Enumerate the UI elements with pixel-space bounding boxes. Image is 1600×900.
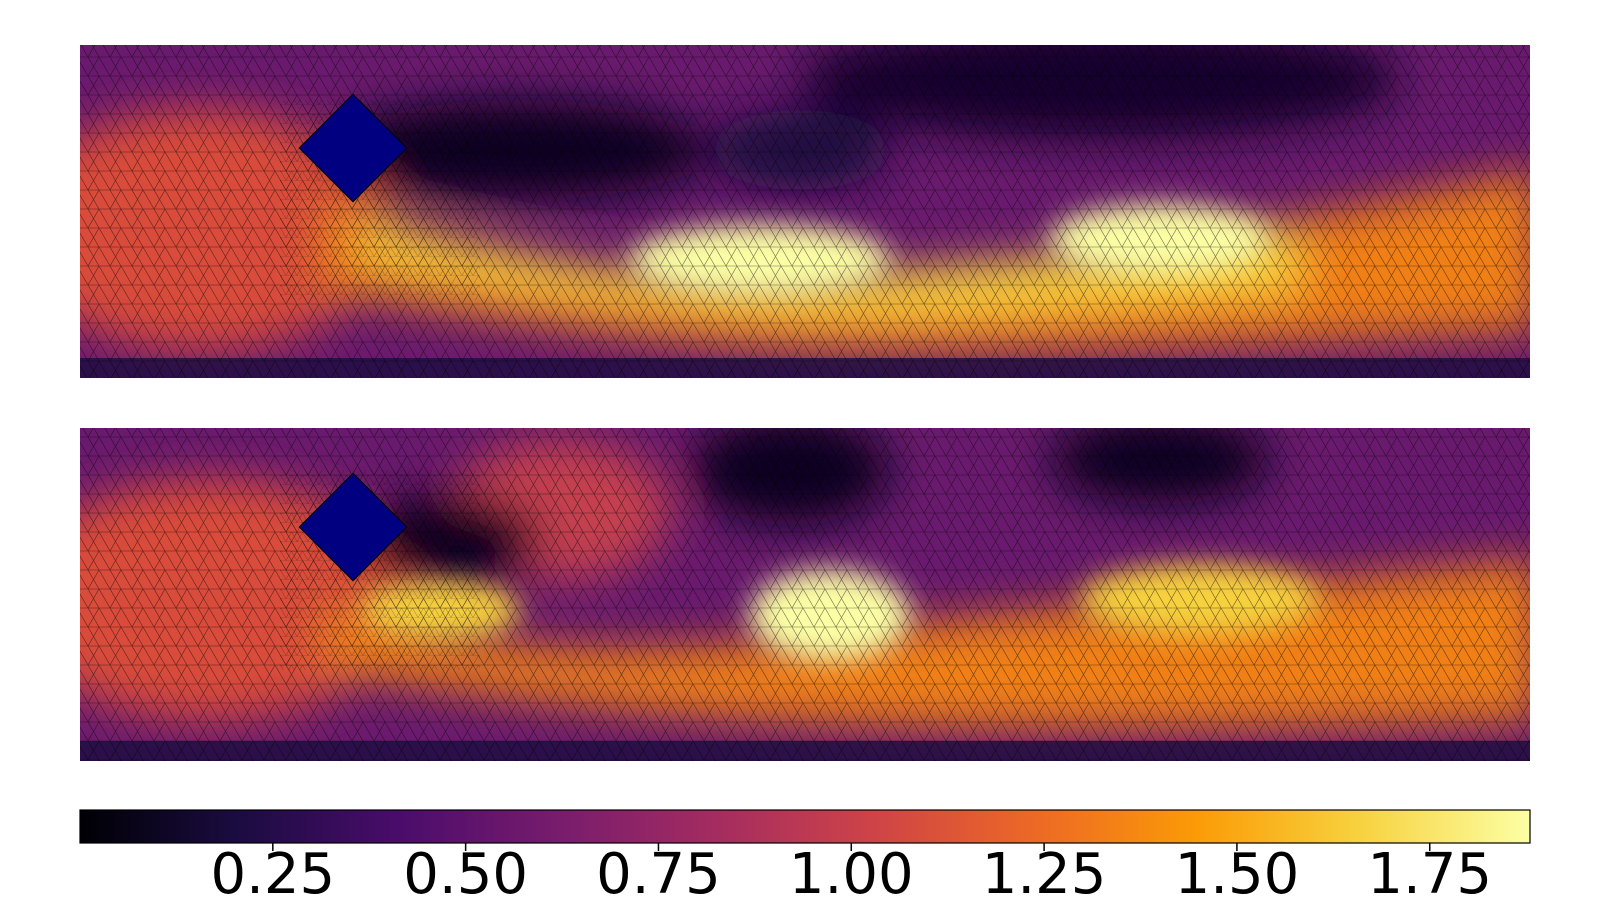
heatmap-panel-1 — [80, 45, 1530, 378]
panel-1-obstacle — [298, 93, 408, 203]
colorbar-gradient — [79, 809, 1531, 844]
colorbar: 0.25 0.50 0.75 1.00 1.25 1.50 1.75 — [79, 809, 1531, 900]
colorbar-ticks: 0.25 0.50 0.75 1.00 1.25 1.50 1.75 — [210, 842, 1492, 900]
colorbar-tick-label: 0.25 — [210, 842, 335, 900]
colorbar-tick-label: 0.50 — [403, 842, 528, 900]
colorbar-tick-label: 1.75 — [1367, 842, 1492, 900]
colorbar-tick-label: 1.25 — [982, 842, 1107, 900]
panel-2-obstacle — [298, 472, 408, 582]
heatmap-panel-2 — [80, 428, 1530, 761]
colorbar-tick-label: 1.00 — [789, 842, 914, 900]
colorbar-tick-label: 0.75 — [596, 842, 721, 900]
colorbar-tick-label: 1.50 — [1175, 842, 1300, 900]
